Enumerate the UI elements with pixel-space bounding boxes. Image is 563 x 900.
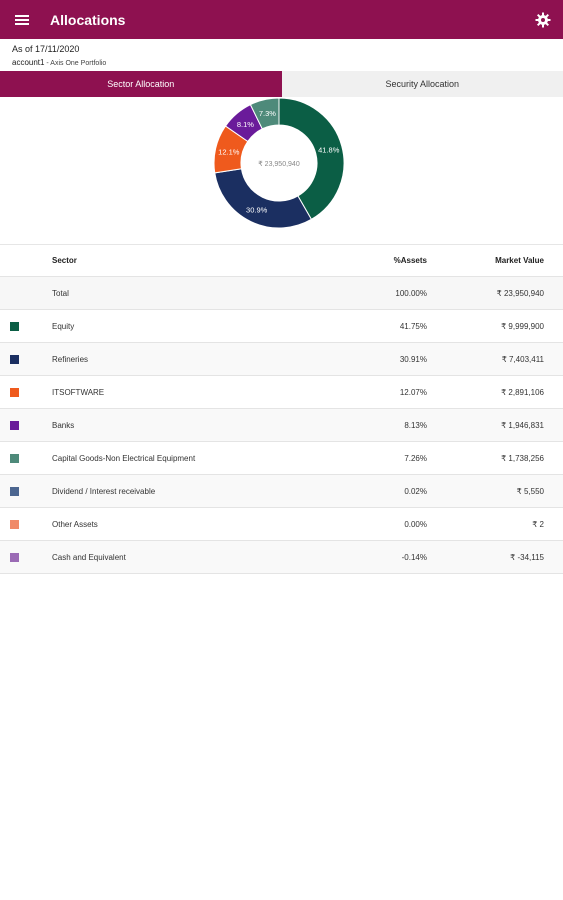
row-assets: 12.07% — [399, 387, 427, 397]
legend-swatch — [10, 486, 19, 496]
account-name: account1 — [12, 58, 45, 67]
row-sector: Cash and Equivalent — [52, 552, 126, 562]
legend-swatch — [10, 321, 19, 331]
hamburger-menu-icon[interactable] — [12, 10, 32, 30]
row-market-value: ₹ 1,738,256 — [501, 453, 544, 463]
row-sector: Refineries — [52, 354, 89, 364]
slice-label: 8.1% — [237, 120, 254, 129]
table-row[interactable]: Cash and Equivalent -0.14% ₹ -34,115 — [0, 541, 563, 574]
row-market-value: ₹ 7,403,411 — [501, 354, 544, 364]
row-sector: Capital Goods-Non Electrical Equipment — [52, 453, 196, 463]
row-market-value: ₹ 2 — [532, 519, 544, 529]
table-row[interactable]: Refineries 30.91% ₹ 7,403,411 — [0, 343, 563, 376]
slice-label: 41.8% — [318, 146, 340, 155]
header-market-value: Market Value — [495, 256, 544, 265]
row-sector: Banks — [52, 420, 75, 430]
account-line: account1 - Axis One Portfolio — [12, 58, 551, 67]
slice-label: 12.1% — [218, 147, 240, 156]
donut-center-total: ₹ 23,950,940 — [258, 160, 300, 168]
donut-slice[interactable] — [249, 97, 280, 130]
table-row[interactable]: ITSOFTWARE 12.07% ₹ 2,891,106 — [0, 376, 563, 409]
row-assets: 41.75% — [399, 321, 427, 331]
page-title: Allocations — [50, 11, 126, 28]
tab-security-allocation[interactable]: Security Allocation — [281, 71, 563, 97]
table-header: Sector %Assets Market Value — [0, 245, 563, 277]
allocation-tabs: Sector Allocation Security Allocation — [0, 71, 563, 97]
portfolio-name: - Axis One Portfolio — [44, 60, 107, 67]
row-sector: Other Assets — [52, 519, 98, 529]
gear-icon[interactable] — [533, 10, 553, 30]
legend-swatch — [10, 387, 19, 397]
row-assets: 30.91% — [399, 354, 427, 364]
legend-swatch — [10, 453, 19, 463]
total-market-value: ₹ 23,950,940 — [496, 288, 544, 298]
row-sector: Dividend / Interest receivable — [52, 486, 156, 496]
row-assets: 7.26% — [404, 453, 427, 463]
row-assets: -0.14% — [401, 552, 427, 562]
legend-swatch — [10, 420, 19, 430]
slice-label: 30.9% — [246, 205, 268, 214]
legend-swatch — [10, 552, 19, 562]
portfolio-info: As of 17/11/2020 account1 - Axis One Por… — [0, 39, 563, 71]
row-market-value: ₹ 9,999,900 — [501, 321, 544, 331]
row-market-value: ₹ 5,550 — [516, 486, 544, 496]
row-sector: ITSOFTWARE — [52, 387, 105, 397]
donut-svg: 41.8% 30.9% 12.1% 8.1% 7.3% ₹ 23,950,940 — [213, 97, 345, 229]
total-label: Total — [52, 288, 69, 298]
header-assets: %Assets — [393, 256, 427, 265]
row-assets: 0.00% — [404, 519, 427, 529]
table-row[interactable]: Equity 41.75% ₹ 9,999,900 — [0, 310, 563, 343]
row-market-value: ₹ 2,891,106 — [501, 387, 544, 397]
row-market-value: ₹ -34,115 — [510, 552, 544, 562]
row-market-value: ₹ 1,946,831 — [501, 420, 544, 430]
table-row[interactable]: Other Assets 0.00% ₹ 2 — [0, 508, 563, 541]
sector-donut-chart: 41.8% 30.9% 12.1% 8.1% 7.3% ₹ 23,950,940 — [0, 97, 563, 244]
row-assets: 0.02% — [404, 486, 427, 496]
row-sector: Equity — [52, 321, 75, 331]
donut-slice[interactable] — [214, 168, 313, 229]
total-row: Total 100.00% ₹ 23,950,940 — [0, 277, 563, 310]
app-bar: Allocations — [0, 0, 563, 39]
tab-sector-allocation[interactable]: Sector Allocation — [0, 71, 282, 97]
table-row[interactable]: Dividend / Interest receivable 0.02% ₹ 5,5… — [0, 475, 563, 508]
total-assets: 100.00% — [395, 288, 427, 298]
table-row[interactable]: Capital Goods-Non Electrical Equipment 7.… — [0, 442, 563, 475]
donut-slice[interactable] — [278, 97, 345, 221]
header-sector: Sector — [52, 256, 77, 265]
row-assets: 8.13% — [404, 420, 427, 430]
table-row[interactable]: Banks 8.13% ₹ 1,946,831 — [0, 409, 563, 442]
legend-swatch — [10, 519, 19, 529]
sector-table: Sector %Assets Market Value Total 100.00… — [0, 244, 563, 574]
as-of-date: As of 17/11/2020 — [12, 44, 80, 54]
legend-swatch — [10, 354, 19, 364]
slice-label: 7.3% — [259, 109, 276, 118]
